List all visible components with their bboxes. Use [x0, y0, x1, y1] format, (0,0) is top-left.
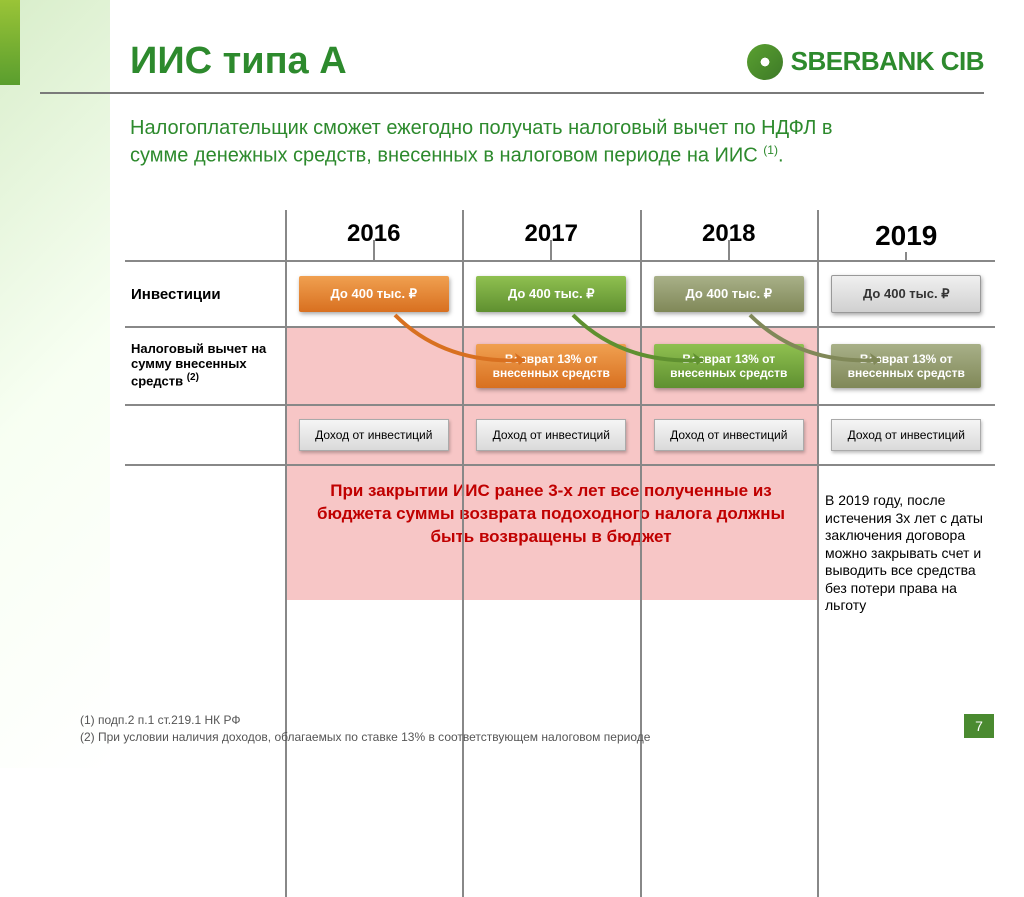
logo-text: SBERBANK CIB [791, 46, 984, 77]
invest-2019: До 400 тыс. ₽ [831, 275, 981, 313]
side-note-2019: В 2019 году, после истечения 3х лет с да… [825, 492, 1000, 615]
arrow-icon [385, 310, 555, 375]
year-2017: 2017 [463, 210, 641, 260]
background-decoration [0, 0, 110, 768]
header-divider [40, 92, 984, 94]
gridline [285, 210, 287, 897]
intro-text: Налогоплательщик сможет ежегодно получат… [130, 115, 964, 170]
year-2016: 2016 [285, 210, 463, 260]
years-row: 2016 2017 2018 2019 [125, 210, 995, 260]
footnote-ref-2: (2) [187, 372, 199, 383]
income-2016: Доход от инвестиций [299, 419, 449, 451]
year-2019: 2019 [818, 210, 996, 260]
page-title: ИИС типа А [130, 40, 347, 83]
sberbank-logo-icon [747, 44, 783, 80]
closure-warning: При закрытии ИИС ранее 3-х лет все получ… [285, 466, 817, 567]
logo: SBERBANK CIB [747, 44, 984, 80]
row-label-deduct: Налоговый вычет на сумму внесенных средс… [125, 342, 285, 389]
year-2018: 2018 [640, 210, 818, 260]
slide: ИИС типа А SBERBANK CIB Налогоплательщик… [0, 0, 1024, 768]
footnote-1: (1) подп.2 п.1 ст.219.1 НК РФ [80, 712, 650, 729]
footnote-2: (2) При условии наличия доходов, облагае… [80, 729, 650, 746]
top-stripe [0, 0, 20, 85]
income-2019: Доход от инвестиций [831, 419, 981, 451]
income-row: Доход от инвестиций Доход от инвестиций … [125, 406, 995, 466]
footnotes: (1) подп.2 п.1 ст.219.1 НК РФ (2) При ус… [80, 712, 650, 746]
header: ИИС типа А SBERBANK CIB [130, 40, 984, 83]
invest-2018: До 400 тыс. ₽ [654, 276, 804, 312]
footnote-ref-1: (1) [763, 143, 778, 157]
arrow-icon [740, 310, 910, 375]
invest-2016: До 400 тыс. ₽ [299, 276, 449, 312]
page-number: 7 [964, 714, 994, 738]
invest-2017: До 400 тыс. ₽ [476, 276, 626, 312]
income-2018: Доход от инвестиций [654, 419, 804, 451]
row-label-invest: Инвестиции [125, 286, 285, 303]
income-2017: Доход от инвестиций [476, 419, 626, 451]
arrow-icon [563, 310, 733, 375]
